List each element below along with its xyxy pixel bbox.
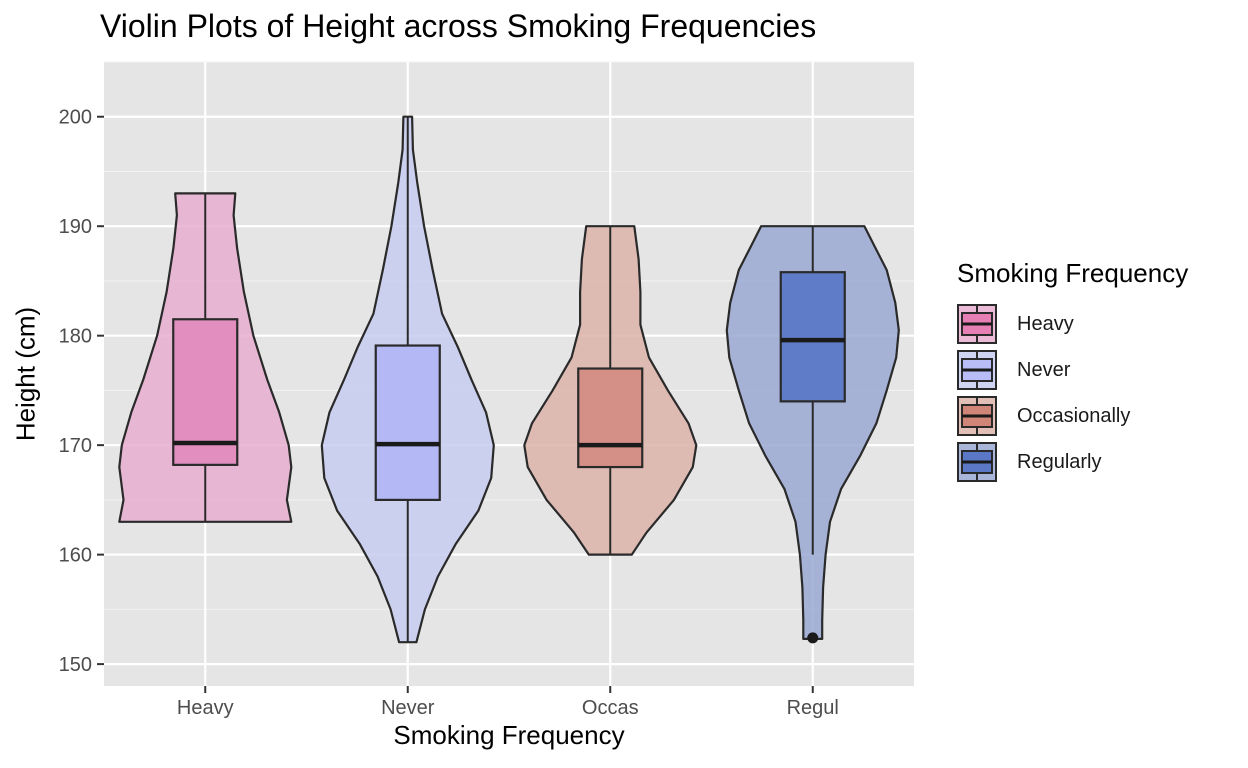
y-axis-title: Height (cm) (10, 306, 41, 442)
legend-label: Heavy (1017, 312, 1074, 335)
x-tick-label: Occas (582, 697, 639, 719)
violins (118, 115, 900, 644)
legend-item-heavy: Heavy (957, 301, 1188, 347)
legend-key-swatch (957, 304, 997, 344)
violin-group-occasionally (523, 225, 698, 556)
legend-item-occasionally: Occasionally (957, 393, 1188, 439)
x-tick-label: Regul (787, 697, 839, 719)
violin-group-regularly (725, 225, 900, 644)
y-tick-label: 150 (59, 654, 92, 676)
x-tick-label: Heavy (177, 697, 234, 719)
legend-key-swatch (957, 396, 997, 436)
y-tick-label: 200 (59, 107, 92, 129)
chart-title: Violin Plots of Height across Smoking Fr… (100, 8, 817, 44)
legend-label: Occasionally (1017, 404, 1131, 427)
legend-title: Smoking Frequency (957, 258, 1189, 288)
legend-key-swatch (957, 350, 997, 390)
x-axis-title: Smoking Frequency (393, 720, 625, 750)
x-tick-label: Never (381, 697, 435, 719)
legend-item-never: Never (957, 347, 1188, 393)
violin-group-heavy (118, 192, 293, 523)
outlier-point (807, 632, 819, 644)
legend-items: Heavy Never Occasionally Regularly (957, 301, 1188, 485)
y-tick-label: 170 (59, 435, 92, 457)
legend-label: Regularly (1017, 450, 1102, 473)
box-regularly (779, 271, 846, 403)
violin-group-never (320, 115, 495, 644)
axes: 150 160 170 180 190 200 Heavy Never Occas Regul (59, 107, 839, 719)
y-tick-label: 160 (59, 545, 92, 567)
legend-key-swatch (957, 442, 997, 482)
y-tick-label: 180 (59, 326, 92, 348)
box-occasionally (577, 367, 644, 469)
legend-label: Never (1017, 358, 1071, 381)
box-heavy (172, 318, 239, 466)
legend: Smoking Frequency Heavy Never Occasionally… (957, 258, 1188, 485)
y-tick-label: 190 (59, 216, 92, 238)
box-never (374, 344, 441, 501)
legend-item-regularly: Regularly (957, 439, 1188, 485)
